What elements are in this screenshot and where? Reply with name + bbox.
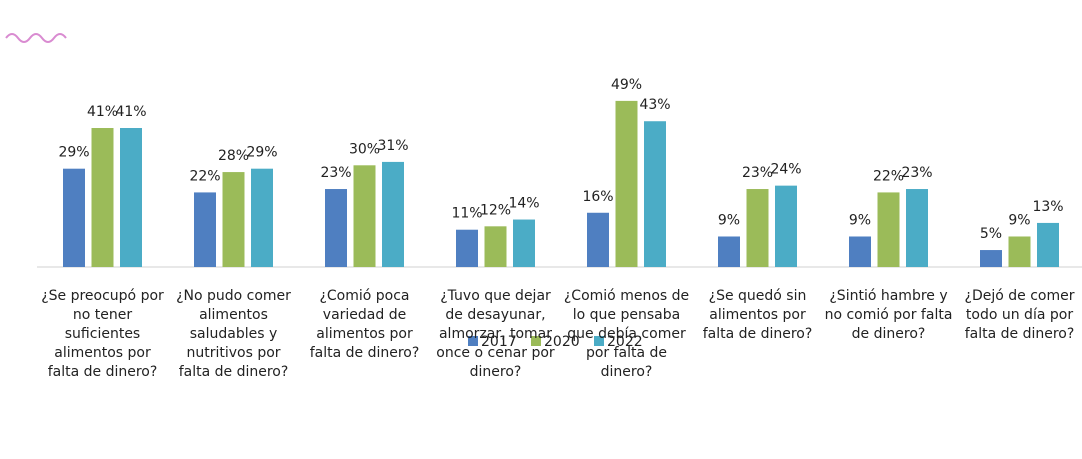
decorative-wave — [5, 33, 67, 43]
value-label: 9% — [849, 212, 871, 228]
bar — [194, 192, 216, 267]
category-label: ¿Dejó de comer todo un día por falta de … — [964, 288, 1075, 342]
category-label: ¿Comió menos de lo que pensaba que debía… — [563, 288, 690, 380]
value-label: 29% — [246, 145, 277, 161]
value-label: 13% — [1032, 199, 1063, 215]
value-label: 11% — [451, 206, 482, 222]
category-label: ¿Tuvo que dejar de desayunar, almorzar, … — [436, 288, 555, 380]
value-label: 41% — [115, 104, 146, 120]
bar — [513, 219, 535, 267]
value-label: 31% — [377, 138, 408, 154]
bar — [1008, 236, 1031, 267]
bar — [1037, 222, 1059, 267]
value-label: 14% — [508, 196, 539, 212]
legend-label: 2017 — [481, 334, 517, 350]
bar — [382, 161, 404, 267]
bar — [615, 100, 638, 267]
value-label: 29% — [58, 145, 89, 161]
bar — [775, 185, 797, 267]
value-label: 9% — [1008, 212, 1030, 228]
value-label: 22% — [873, 168, 904, 184]
bar — [251, 168, 273, 267]
bar — [849, 236, 871, 267]
category-label: ¿Se preocupó por no tener suficientes al… — [41, 288, 164, 380]
value-label: 43% — [639, 97, 670, 113]
legend-label: 2022 — [607, 334, 643, 350]
value-label: 23% — [901, 165, 932, 181]
bar — [906, 189, 928, 267]
value-label: 23% — [742, 165, 773, 181]
value-label: 16% — [582, 189, 613, 205]
bar — [980, 250, 1002, 267]
bar — [718, 236, 740, 267]
value-label: 28% — [218, 148, 249, 164]
bar — [456, 229, 478, 267]
bar — [644, 121, 666, 267]
category-label: ¿Sintió hambre y no comió por falta de d… — [824, 288, 953, 342]
bar — [222, 172, 245, 267]
value-label: 24% — [770, 162, 801, 178]
category-label: ¿No pudo comer alimentos saludables y nu… — [176, 288, 291, 380]
category-label: ¿Comió poca variedad de alimentos por fa… — [309, 288, 420, 361]
bar — [63, 168, 85, 267]
value-label: 5% — [980, 226, 1002, 242]
value-label: 22% — [189, 168, 220, 184]
value-label: 30% — [349, 141, 380, 157]
value-label: 49% — [611, 77, 642, 93]
bar — [877, 192, 900, 267]
legend-label: 2020 — [544, 334, 580, 350]
value-label: 12% — [480, 202, 511, 218]
bar — [587, 212, 609, 267]
bar — [120, 128, 142, 267]
bar — [484, 226, 507, 267]
bar — [353, 165, 376, 267]
value-label: 9% — [718, 212, 740, 228]
value-label: 41% — [87, 104, 118, 120]
bar — [325, 189, 347, 267]
value-label: 23% — [320, 165, 351, 181]
bar — [746, 189, 769, 267]
category-label: ¿Se quedó sin alimentos por falta de din… — [702, 288, 813, 342]
legend-swatch — [468, 336, 478, 346]
bar — [91, 128, 114, 267]
legend-swatch — [594, 336, 604, 346]
legend-swatch — [531, 336, 541, 346]
